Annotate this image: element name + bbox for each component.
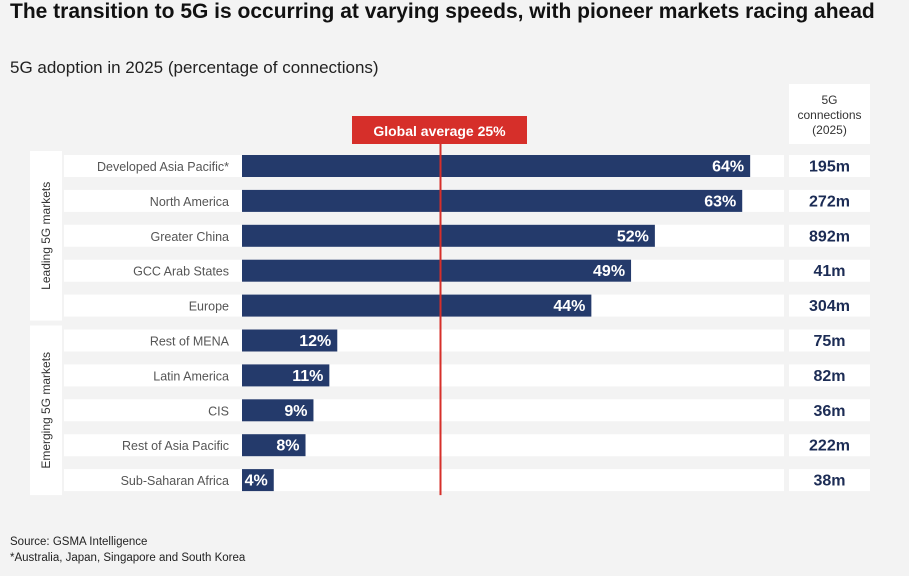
connections-cell	[789, 434, 870, 457]
average-callout-label: Global average 25%	[373, 123, 506, 139]
category-label: CIS	[208, 404, 229, 418]
connections-value: 195m	[809, 159, 850, 176]
category-label: North America	[150, 195, 229, 209]
bar-value-label: 12%	[299, 333, 331, 350]
bar-value-label: 64%	[712, 159, 744, 176]
group-label: Leading 5G markets	[39, 182, 53, 290]
category-label: Latin America	[153, 369, 229, 383]
category-label: Rest of MENA	[150, 335, 230, 349]
bar-value-label: 8%	[276, 438, 299, 455]
bar	[242, 259, 632, 282]
average-callout-box	[352, 116, 527, 144]
connections-cell	[789, 259, 870, 282]
bars: 64% 63% 52% 49% 44% 12% 11% 9% 8% 4%	[242, 155, 751, 492]
connections-column: 195m 272m 892m 41m 304m 75m 82m 36m 222m 38m 5Gcon…	[789, 84, 870, 492]
category-label: Greater China	[150, 230, 229, 244]
connections-value: 82m	[813, 368, 845, 385]
group-panel	[30, 151, 62, 321]
bar	[242, 469, 274, 492]
chart-title: The transition to 5G is occurring at var…	[10, 0, 875, 23]
connections-header-box	[789, 84, 870, 144]
connections-header-text: (2025)	[812, 123, 847, 137]
bar	[242, 294, 592, 317]
connections-cell	[789, 189, 870, 212]
connections-value: 272m	[809, 193, 850, 210]
bar-value-label: 11%	[292, 368, 323, 385]
connections-value: 304m	[809, 298, 850, 315]
average-marker: Global average 25%	[352, 116, 527, 496]
footnote: *Australia, Japan, Singapore and South K…	[10, 552, 246, 564]
category-labels: Developed Asia Pacific* North America Grea…	[97, 160, 230, 488]
row-band	[64, 399, 784, 422]
connections-header-text: 5G	[821, 93, 837, 107]
bar-value-label: 63%	[704, 193, 736, 210]
bar-value-label: 49%	[593, 263, 625, 280]
group-panel	[30, 325, 62, 496]
connections-cell	[789, 469, 870, 492]
category-label: Developed Asia Pacific*	[97, 160, 229, 174]
connections-cell	[789, 155, 870, 177]
bar-value-label: 4%	[245, 473, 268, 490]
bar-value-label: 52%	[617, 228, 649, 245]
bar	[242, 155, 751, 177]
connections-header-text: connections	[797, 108, 861, 122]
bar-value-label: 44%	[553, 298, 585, 315]
bar	[242, 329, 338, 352]
bar	[242, 189, 743, 212]
bar	[242, 224, 655, 247]
category-label: Rest of Asia Pacific	[122, 439, 229, 453]
bar	[242, 399, 314, 422]
chart-subtitle: 5G adoption in 2025 (percentage of conne…	[10, 58, 379, 77]
connections-value: 892m	[809, 228, 850, 245]
bar-value-label: 9%	[284, 403, 307, 420]
connections-cell	[789, 364, 870, 387]
connections-value: 38m	[813, 473, 845, 490]
category-label: Sub-Saharan Africa	[121, 474, 229, 488]
connections-cell	[789, 294, 870, 317]
connections-cell	[789, 399, 870, 422]
connections-value: 222m	[809, 438, 850, 455]
group-labels: Leading 5G markets Emerging 5G markets	[30, 151, 62, 496]
bar	[242, 364, 330, 387]
connections-value: 41m	[813, 263, 845, 280]
group-label: Emerging 5G markets	[39, 352, 53, 469]
source-note: Source: GSMA Intelligence	[10, 536, 148, 548]
category-label: GCC Arab States	[133, 265, 229, 279]
category-label: Europe	[189, 300, 229, 314]
connections-value: 75m	[813, 333, 845, 350]
connections-value: 36m	[813, 403, 845, 420]
bar	[242, 434, 306, 457]
footer: Source: GSMA Intelligence *Australia, Ja…	[10, 534, 245, 566]
connections-cell	[789, 224, 870, 247]
connections-cell	[789, 329, 870, 352]
